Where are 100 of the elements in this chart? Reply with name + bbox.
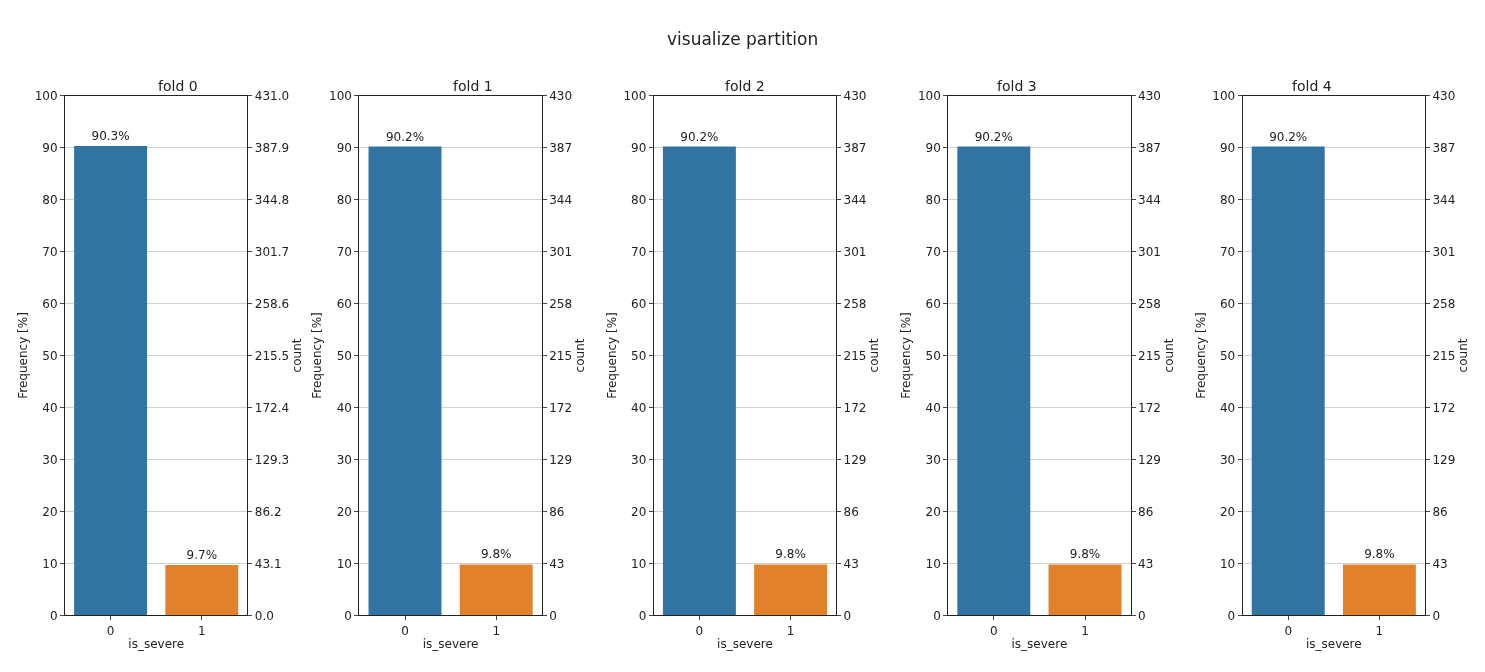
y-axis-title: Frequency [%] <box>899 312 914 399</box>
y-tick-label: 90 <box>631 140 647 155</box>
y-tick-label: 70 <box>631 244 647 259</box>
y-tick-label: 50 <box>925 348 941 363</box>
y-tick-label: 80 <box>925 192 941 207</box>
y2-tick-label: 43 <box>1432 556 1448 571</box>
y-tick-label: 60 <box>1219 296 1236 311</box>
y2-tick-label: 172 <box>843 400 867 415</box>
data-label: 90.2% <box>385 129 425 144</box>
y2-tick-label: 0 <box>1432 608 1441 623</box>
y-tick-label: 80 <box>336 192 352 207</box>
y-tick-label: 10 <box>1219 556 1236 571</box>
y-tick-label: 100 <box>1212 88 1236 103</box>
y2-tick-label: 172 <box>1432 400 1456 415</box>
chart-title: fold 2 <box>725 78 765 94</box>
y2-axis-title: count <box>867 338 882 373</box>
y2-tick-label: 344 <box>549 192 573 207</box>
y2-tick-label: 0 <box>1138 608 1146 623</box>
y2-tick-label: 215 <box>549 348 573 363</box>
y-tick-label: 10 <box>925 556 941 571</box>
y-tick-label: 90 <box>1219 140 1236 155</box>
y-axis-title: Frequency [%] <box>1193 312 1208 399</box>
x-tick-label: 0 <box>989 623 998 638</box>
x-axis-title: is_severe <box>717 636 773 651</box>
x-tick-label: 1 <box>492 623 501 638</box>
y2-tick-label: 430 <box>549 88 573 103</box>
data-label: 9.8% <box>1069 547 1101 562</box>
y2-tick-label: 344.8 <box>254 192 290 207</box>
x-tick-label: 1 <box>197 623 206 638</box>
data-label: 90.2% <box>1269 129 1308 144</box>
y-tick-label: 20 <box>631 504 647 519</box>
y2-tick-label: 43 <box>549 556 565 571</box>
y2-tick-label: 215 <box>1138 348 1161 363</box>
chart-title: fold 1 <box>453 78 493 94</box>
x-tick-label: 0 <box>401 623 409 638</box>
y2-tick-label: 387 <box>1432 140 1456 155</box>
x-tick-label: 1 <box>1375 623 1384 638</box>
y2-axis-title: count <box>573 338 588 373</box>
y2-tick-label: 172 <box>1138 400 1161 415</box>
y-tick-label: 80 <box>1219 192 1236 207</box>
y-axis-title: Frequency [%] <box>604 312 619 399</box>
y-tick-label: 60 <box>631 296 647 311</box>
x-axis-title: is_severe <box>422 636 479 651</box>
y-tick-label: 40 <box>42 400 58 415</box>
y2-tick-label: 172 <box>549 400 573 415</box>
y2-tick-label: 215.5 <box>254 348 290 363</box>
data-label: 90.2% <box>974 129 1013 144</box>
y-tick-label: 40 <box>1219 400 1236 415</box>
data-label: 9.8% <box>1364 547 1395 562</box>
y2-tick-label: 172.4 <box>254 400 290 415</box>
y2-tick-label: 301 <box>1432 244 1456 259</box>
y2-tick-label: 86 <box>1432 504 1448 519</box>
y-tick-label: 70 <box>1219 244 1236 259</box>
y2-tick-label: 344 <box>843 192 867 207</box>
data-label: 9.8% <box>480 547 512 562</box>
y2-tick-label: 0 <box>843 608 852 623</box>
chart-title: fold 4 <box>1292 78 1332 94</box>
y2-tick-label: 301.7 <box>254 244 290 259</box>
y2-tick-label: 43.1 <box>254 556 282 571</box>
y2-tick-label: 258 <box>549 296 573 311</box>
y-tick-label: 20 <box>336 504 352 519</box>
y-tick-label: 40 <box>631 400 647 415</box>
data-label: 90.3% <box>91 129 130 144</box>
y-tick-label: 80 <box>631 192 647 207</box>
y2-tick-label: 258.6 <box>254 296 290 311</box>
y-tick-label: 100 <box>917 88 941 103</box>
y-axis-title: Frequency [%] <box>310 312 325 399</box>
y-tick-label: 70 <box>42 244 58 259</box>
y2-axis-title: count <box>1161 338 1176 373</box>
y-tick-label: 30 <box>42 452 58 467</box>
y-tick-label: 0 <box>344 608 352 623</box>
y2-tick-label: 86 <box>1138 504 1154 519</box>
y-axis-title: Frequency [%] <box>15 312 30 399</box>
y2-tick-label: 431.0 <box>254 88 290 103</box>
y-tick-label: 0 <box>1227 608 1236 623</box>
y-tick-label: 90 <box>925 140 941 155</box>
data-label: 9.8% <box>775 547 806 562</box>
x-tick-label: 0 <box>695 623 704 638</box>
y-tick-label: 50 <box>336 348 352 363</box>
x-axis-title: is_severe <box>1011 636 1068 651</box>
y-tick-label: 20 <box>925 504 941 519</box>
y-tick-label: 40 <box>925 400 941 415</box>
y-tick-label: 60 <box>42 296 58 311</box>
y-tick-label: 20 <box>1219 504 1236 519</box>
y2-tick-label: 387 <box>549 140 573 155</box>
y-tick-label: 10 <box>336 556 352 571</box>
y-tick-label: 10 <box>42 556 58 571</box>
y2-tick-label: 344 <box>1432 192 1456 207</box>
y2-tick-label: 258 <box>1432 296 1456 311</box>
y-tick-label: 100 <box>623 88 647 103</box>
y-tick-label: 50 <box>42 348 58 363</box>
y2-tick-label: 86.2 <box>254 504 282 519</box>
x-axis-title: is_severe <box>1305 636 1362 651</box>
y-tick-label: 50 <box>631 348 647 363</box>
data-label: 9.7% <box>186 547 218 562</box>
y2-tick-label: 0.0 <box>254 608 274 623</box>
y2-tick-label: 86 <box>549 504 565 519</box>
y2-tick-label: 129 <box>1138 452 1161 467</box>
text: visualize partition <box>667 29 819 49</box>
y2-tick-label: 301 <box>1138 244 1161 259</box>
